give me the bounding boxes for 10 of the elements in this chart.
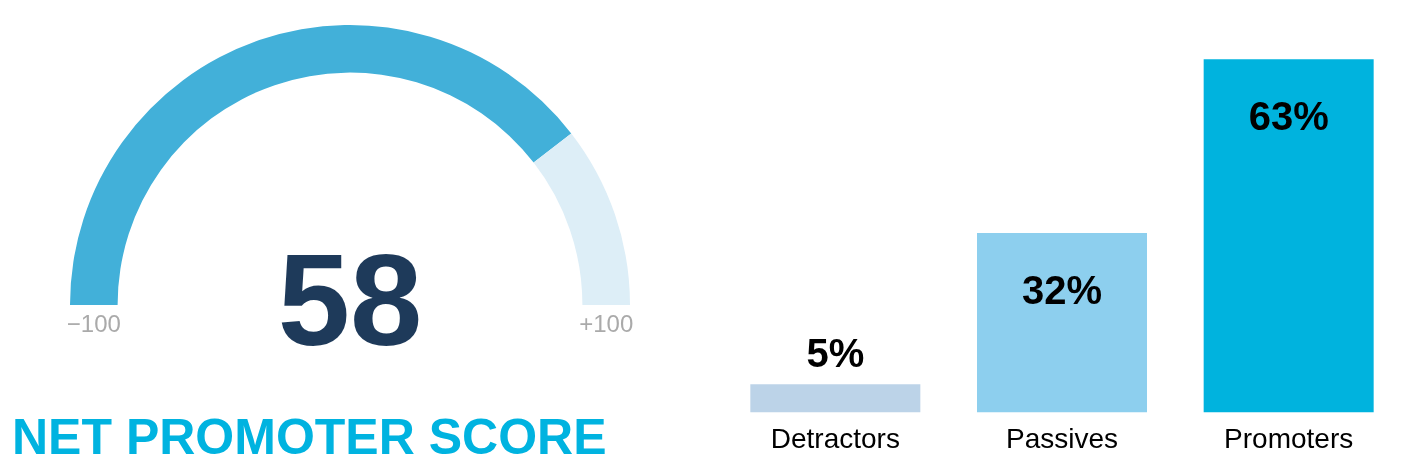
text: +100 [579, 309, 634, 337]
text: NET PROMOTER SCORE [11, 409, 608, 465]
x-tick-label: Promoters [1224, 422, 1354, 454]
x-tick-label: Detractors [770, 422, 900, 454]
text: −100 [66, 309, 121, 337]
data-label: 32% [1021, 268, 1103, 313]
data-label: 5% [806, 331, 865, 376]
text: 58 [277, 227, 423, 373]
data-label: 63% [1248, 94, 1329, 139]
x-tick-label: Passives [1005, 422, 1119, 454]
